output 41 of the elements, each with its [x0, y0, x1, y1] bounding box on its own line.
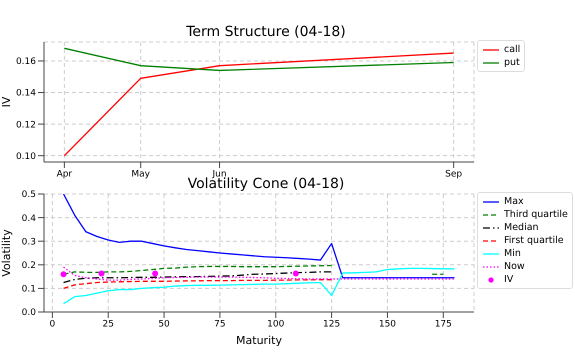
y-tick-label: 0.14 [16, 88, 36, 99]
line-series [62, 266, 456, 281]
x-axis-title: Maturity [236, 334, 282, 347]
legend-label: Min [504, 247, 521, 260]
x-tick-label: 175 [434, 319, 452, 330]
x-tick-label: Sep [445, 169, 462, 180]
line-series [62, 194, 456, 278]
legend-label: Median [504, 221, 539, 234]
x-tick-label: Apr [56, 169, 72, 180]
line-series [64, 48, 454, 72]
y-tick-label: 0.12 [16, 120, 36, 130]
legend-label: call [504, 43, 520, 56]
line-series [62, 279, 332, 290]
x-tick-label: 100 [267, 319, 285, 330]
x-tick-label: 75 [214, 319, 226, 330]
x-tick-label: 50 [158, 319, 170, 330]
y-tick-label: 0.0 [22, 308, 36, 318]
legend-label: First quartile [504, 234, 564, 247]
legend-label: Third quartile [504, 208, 568, 221]
line-series [62, 268, 456, 304]
x-tick-label: 0 [50, 319, 56, 330]
x-tick-label: 150 [378, 319, 396, 330]
y-axis-title: Volatility [0, 228, 13, 277]
y-tick-label: 0.10 [16, 152, 36, 162]
line-series [62, 271, 332, 284]
y-tick-label: 0.5 [22, 190, 36, 200]
x-tick-label: 25 [102, 319, 114, 330]
chart-title: Term Structure (04-18) [185, 24, 347, 40]
y-axis-title: IV [0, 96, 13, 108]
line-series [64, 52, 454, 156]
y-tick-label: 0.16 [16, 57, 36, 68]
y-tick-label: 0.4 [22, 214, 36, 224]
legend-label: IV [504, 273, 514, 286]
y-tick-label: 0.1 [22, 284, 36, 295]
x-tick-label: May [131, 169, 151, 180]
legend-label: Now [504, 260, 525, 273]
y-tick-label: 0.3 [22, 237, 36, 248]
legend-label: Max [504, 195, 524, 208]
legend-label: put [504, 56, 520, 69]
x-tick-label: 125 [323, 319, 340, 330]
y-tick-label: 0.2 [22, 260, 36, 271]
